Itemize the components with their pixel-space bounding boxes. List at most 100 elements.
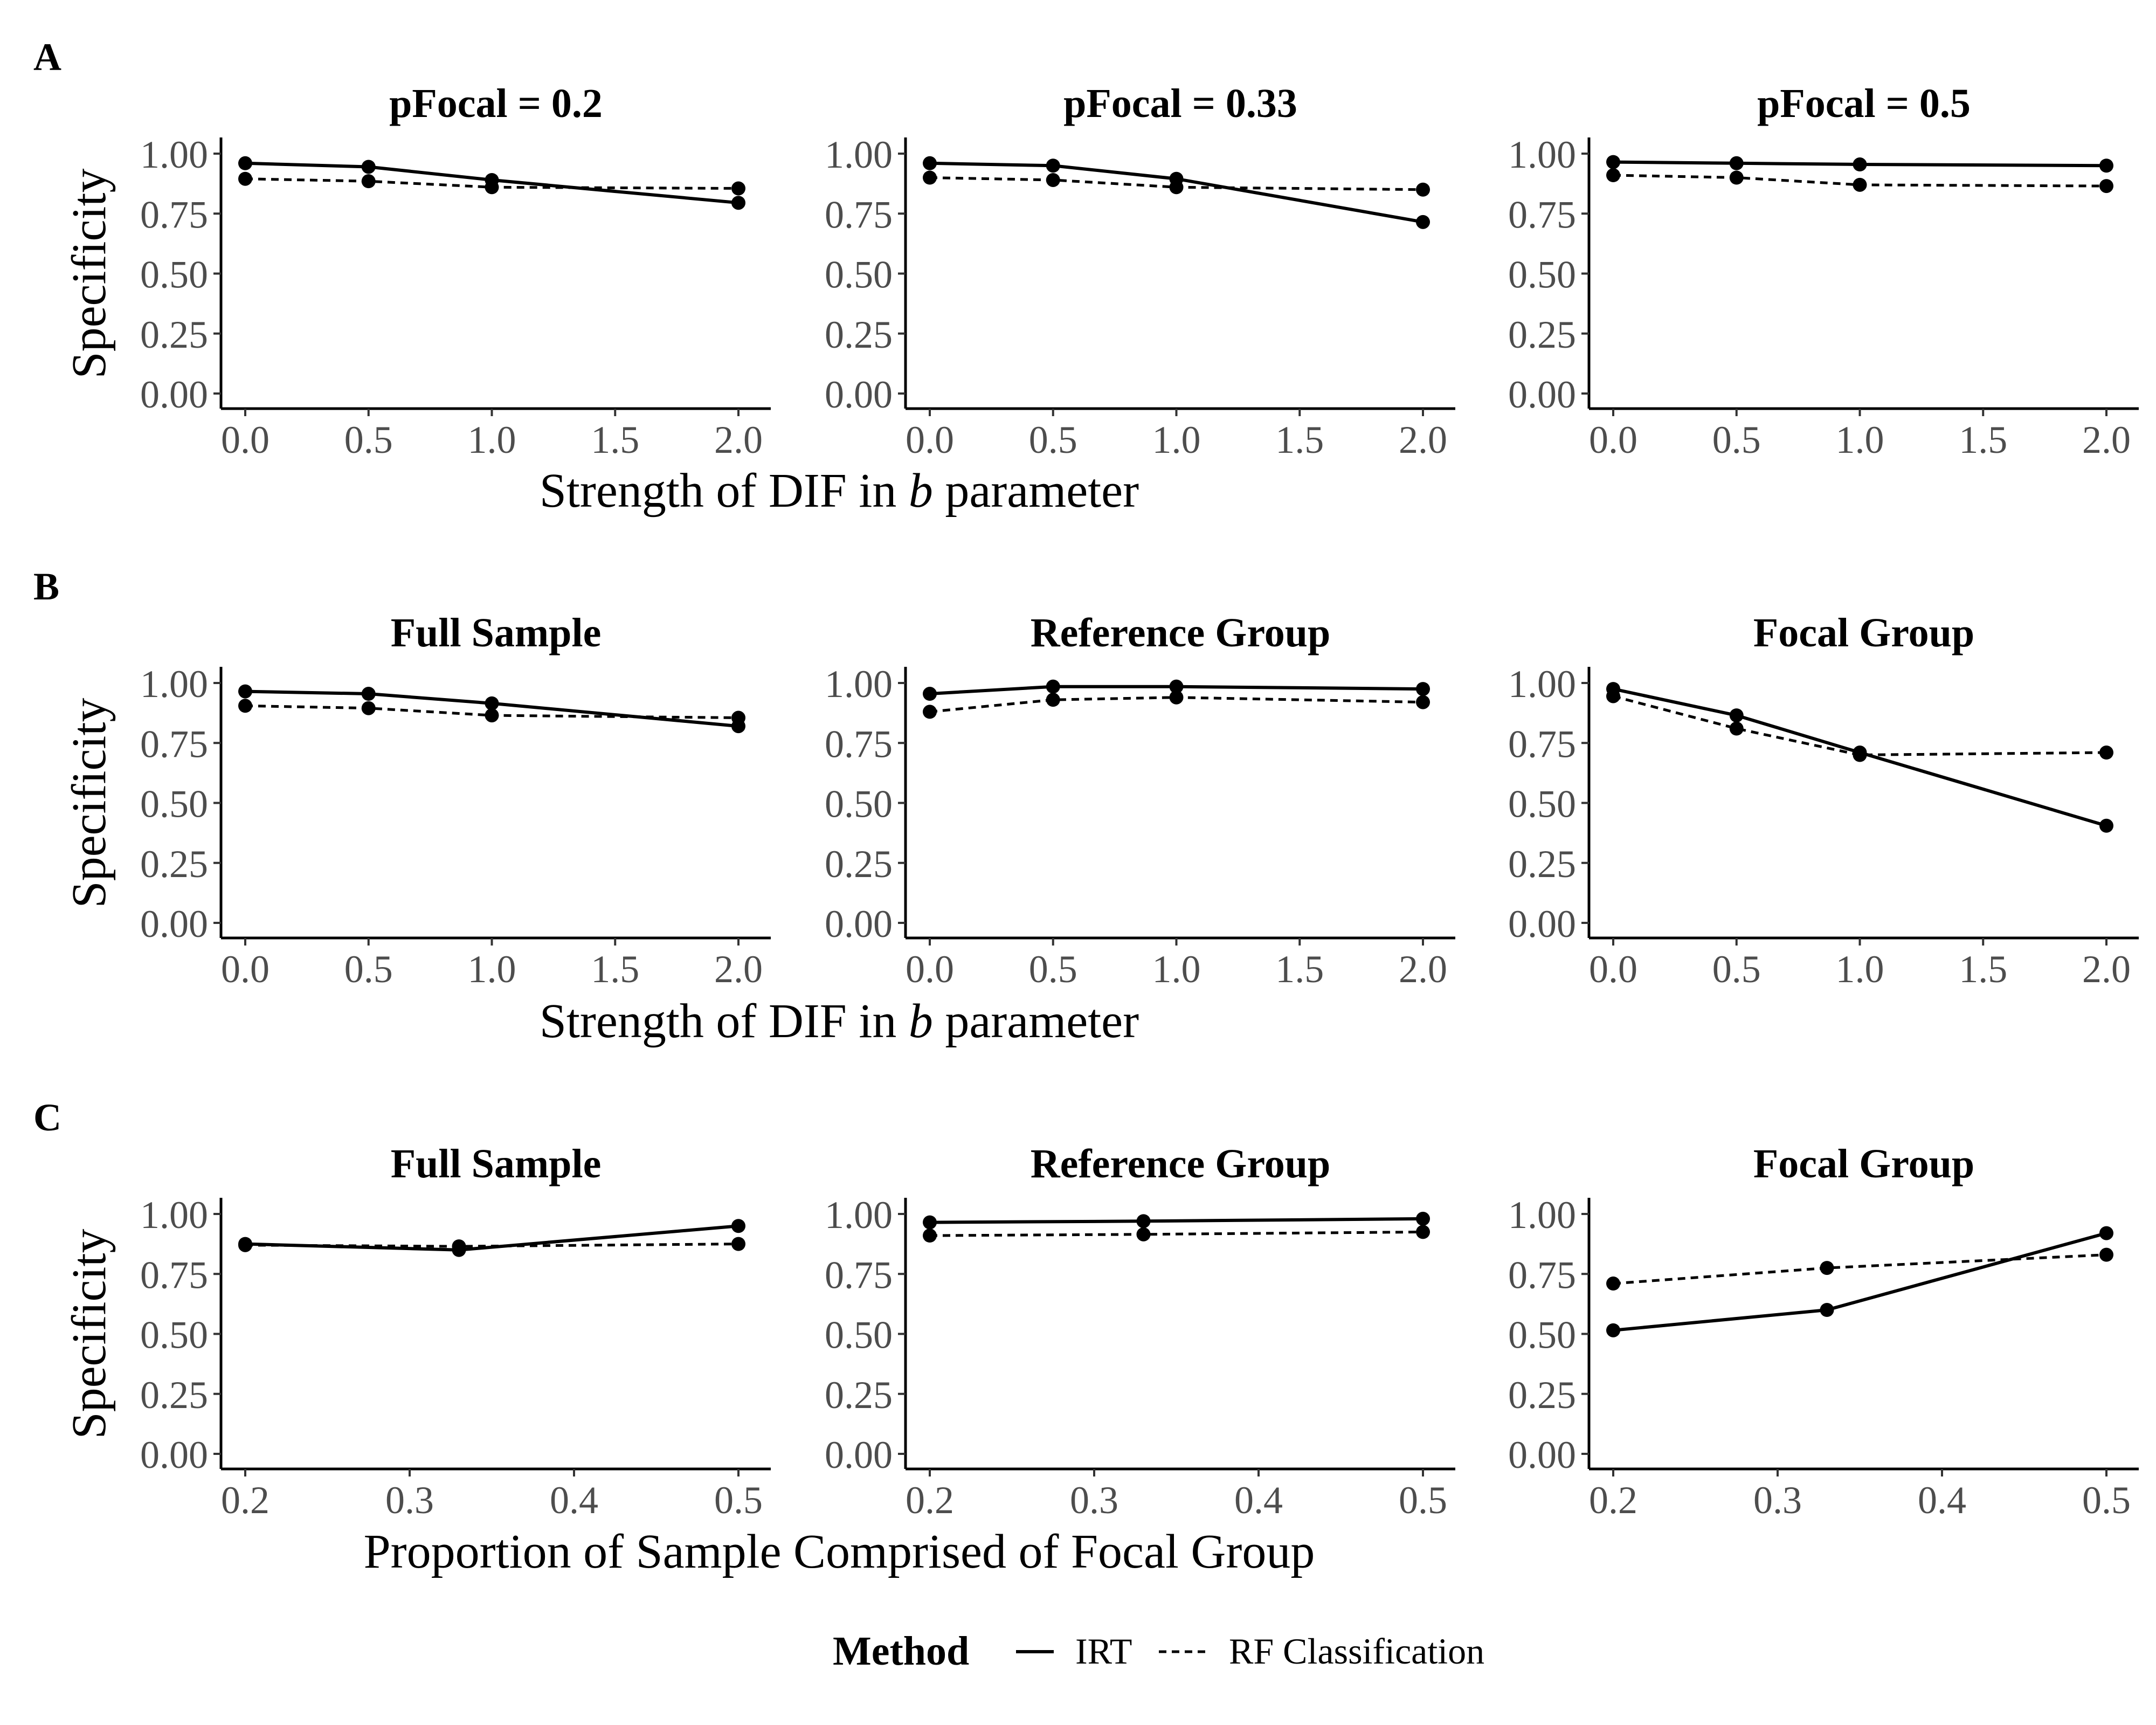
y-tick-label: 1.00 xyxy=(140,133,208,176)
data-point-rf xyxy=(1046,172,1060,187)
facet-title: Focal Group xyxy=(1753,610,1974,656)
series-line-rf xyxy=(245,177,739,190)
data-point-irt xyxy=(238,156,252,170)
y-tick-label: 0.75 xyxy=(1508,193,1576,236)
data-point-rf xyxy=(1169,690,1184,705)
data-point-rf xyxy=(1169,180,1184,195)
data-point-irt xyxy=(1606,155,1620,169)
series-line-rf xyxy=(929,176,1423,191)
x-tick-label: 1.5 xyxy=(591,418,639,461)
x-tick-label: 0.5 xyxy=(1029,418,1077,461)
data-point-rf xyxy=(485,180,499,195)
y-tick-label: 0.00 xyxy=(825,902,893,946)
data-point-rf xyxy=(1416,695,1430,709)
data-point-rf xyxy=(1853,177,1867,192)
facet-b-2: Reference Group 0.00 0.25 0.50 0.75 1.00 0.0 0.… xyxy=(825,610,1455,991)
x-tick-label: 1.5 xyxy=(1959,948,2007,991)
facet-title: pFocal = 0.5 xyxy=(1757,81,1971,126)
data-point-rf xyxy=(1606,689,1620,703)
x-tick-label: 0.5 xyxy=(344,418,393,461)
data-point-irt xyxy=(731,1219,745,1233)
facet-title: Full Sample xyxy=(391,610,602,656)
data-point-rf xyxy=(1729,170,1744,185)
facet-a-2: pFocal = 0.33 0.00 0.25 0.50 0.75 1.00 0.0 0.5 1… xyxy=(825,81,1455,461)
x-tick-label: 0.4 xyxy=(1918,1479,1966,1522)
y-tick-label: 0.75 xyxy=(140,1253,208,1296)
y-tick-label: 0.50 xyxy=(140,253,208,296)
x-tick-label: 2.0 xyxy=(1399,948,1447,991)
facet-title: pFocal = 0.33 xyxy=(1063,81,1297,126)
data-point-rf xyxy=(361,701,376,715)
data-point-irt xyxy=(1169,679,1184,694)
y-tick-label: 1.00 xyxy=(825,133,893,176)
x-tick-label: 0.4 xyxy=(550,1479,598,1522)
y-axis-title: Specificity xyxy=(63,169,116,379)
data-point-irt xyxy=(1416,215,1430,229)
x-tick-label: 0.3 xyxy=(385,1479,434,1522)
x-tick-label: 0.0 xyxy=(1589,418,1637,461)
data-point-irt xyxy=(923,1215,937,1230)
y-tick-label: 0.25 xyxy=(825,313,893,356)
x-tick-label: 0.5 xyxy=(1399,1479,1447,1522)
y-tick-label: 0.75 xyxy=(825,1253,893,1296)
y-tick-label: 0.00 xyxy=(1508,1433,1576,1476)
legend-title: Method xyxy=(833,1629,969,1674)
x-tick-label: 2.0 xyxy=(2082,948,2131,991)
x-tick-label: 0.2 xyxy=(1589,1479,1637,1522)
y-tick-label: 0.00 xyxy=(1508,373,1576,416)
y-tick-label: 0.00 xyxy=(140,373,208,416)
x-tick-label: 0.0 xyxy=(221,418,270,461)
data-point-irt xyxy=(2099,158,2113,173)
y-tick-label: 0.50 xyxy=(1508,1314,1576,1357)
x-tick-label: 0.0 xyxy=(906,948,954,991)
data-point-rf xyxy=(1046,693,1060,707)
series-line-irt xyxy=(1613,687,2107,827)
x-tick-label: 1.5 xyxy=(1959,418,2007,461)
y-tick-label: 0.25 xyxy=(140,843,208,886)
x-tick-label: 0.5 xyxy=(1712,948,1761,991)
x-tick-label: 0.5 xyxy=(714,1479,763,1522)
series-line-irt xyxy=(929,161,1423,224)
y-tick-label: 0.50 xyxy=(825,253,893,296)
y-tick-label: 1.00 xyxy=(825,663,893,706)
y-tick-label: 0.00 xyxy=(825,373,893,416)
data-point-irt xyxy=(1046,679,1060,694)
x-tick-label: 1.5 xyxy=(1275,418,1324,461)
data-point-rf xyxy=(2099,179,2113,194)
x-tick-label: 2.0 xyxy=(1399,418,1447,461)
data-point-rf xyxy=(1820,1261,1834,1275)
facet-title: Focal Group xyxy=(1753,1141,1974,1186)
data-point-irt xyxy=(1729,708,1744,723)
facet-b-3: Focal Group 0.00 0.25 0.50 0.75 1.00 0.0 0.5 1.0… xyxy=(1508,610,2139,991)
data-point-irt xyxy=(361,160,376,174)
facet-title: Full Sample xyxy=(391,1141,602,1186)
data-point-rf xyxy=(923,170,937,185)
data-point-rf xyxy=(1606,1276,1620,1291)
y-tick-label: 0.25 xyxy=(1508,843,1576,886)
data-point-rf xyxy=(1416,182,1430,197)
data-point-rf xyxy=(238,699,252,713)
x-tick-label: 0.0 xyxy=(1589,948,1637,991)
x-axis-title-a: Strength of DIF in b parameter xyxy=(540,464,1139,518)
data-point-irt xyxy=(238,684,252,699)
data-point-rf xyxy=(361,174,376,189)
x-tick-label: 0.0 xyxy=(906,418,954,461)
series-line-irt xyxy=(245,689,739,728)
x-tick-label: 2.0 xyxy=(714,418,763,461)
x-tick-label: 0.5 xyxy=(344,948,393,991)
series-line-irt xyxy=(245,161,739,205)
x-tick-label: 0.3 xyxy=(1070,1479,1118,1522)
x-tick-label: 0.3 xyxy=(1753,1479,1802,1522)
data-point-irt xyxy=(731,196,745,210)
facet-c-1: Full Sample 0.00 0.25 0.50 0.75 1.00 0.2 0.3 0.4… xyxy=(63,1141,771,1522)
x-tick-label: 0.5 xyxy=(2082,1479,2131,1522)
x-tick-label: 1.0 xyxy=(1836,418,1884,461)
x-tick-label: 0.2 xyxy=(906,1479,954,1522)
data-point-rf xyxy=(923,1229,937,1243)
data-point-rf xyxy=(1136,1227,1151,1241)
y-tick-label: 0.50 xyxy=(825,1314,893,1357)
x-tick-label: 0.0 xyxy=(221,948,270,991)
data-point-irt xyxy=(2099,818,2113,833)
panel-tag-b: B xyxy=(33,565,59,608)
